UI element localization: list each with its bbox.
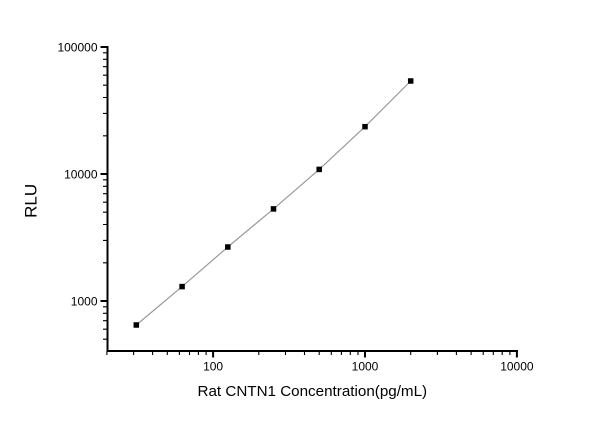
svg-text:Rat CNTN1 Concentration(pg/mL): Rat CNTN1 Concentration(pg/mL) <box>198 383 428 400</box>
svg-text:10000: 10000 <box>64 167 98 181</box>
svg-text:10000: 10000 <box>500 359 534 373</box>
svg-text:1000: 1000 <box>352 359 379 373</box>
svg-text:1000: 1000 <box>71 294 98 308</box>
svg-text:100000: 100000 <box>57 40 97 54</box>
svg-text:100: 100 <box>203 359 223 373</box>
svg-text:RLU: RLU <box>21 184 40 218</box>
